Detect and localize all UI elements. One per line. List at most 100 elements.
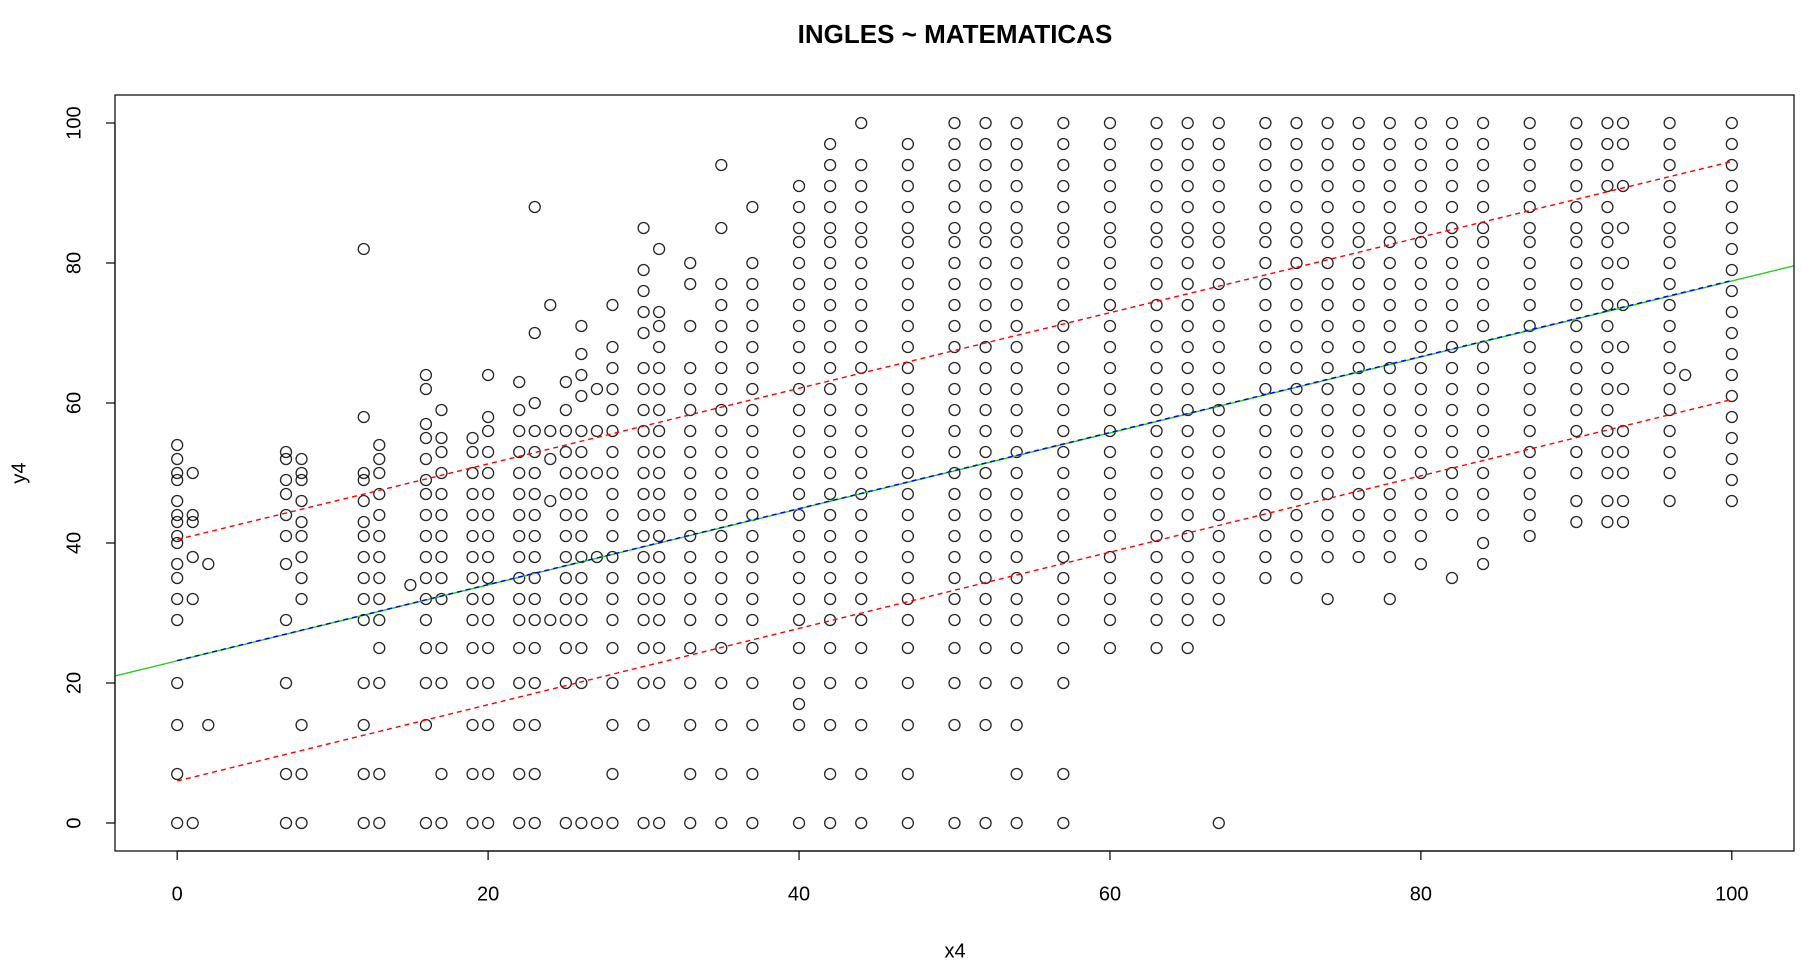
point: [1725, 305, 1738, 319]
point: [901, 613, 915, 627]
point: [1103, 382, 1117, 396]
point: [1616, 445, 1630, 459]
point: [481, 816, 495, 830]
point: [746, 676, 759, 690]
point: [1414, 529, 1428, 543]
point: [1181, 158, 1194, 172]
fit-line: [177, 160, 1732, 541]
fit-line: [177, 279, 1732, 662]
point: [684, 816, 697, 830]
point: [419, 382, 433, 396]
point: [419, 550, 433, 564]
point: [1663, 179, 1676, 193]
point: [1010, 298, 1023, 312]
point: [373, 438, 386, 452]
point: [1259, 424, 1272, 438]
point: [1445, 445, 1459, 459]
point: [637, 718, 650, 732]
point: [823, 641, 837, 655]
point: [1150, 137, 1163, 151]
point: [575, 816, 588, 830]
point: [1010, 718, 1023, 732]
fit-lines: [115, 160, 1794, 782]
point: [279, 676, 293, 690]
point: [948, 424, 961, 438]
point: [1181, 592, 1194, 606]
point: [419, 816, 433, 830]
point: [1321, 221, 1334, 235]
point: [855, 256, 868, 270]
point: [1352, 403, 1365, 417]
point: [481, 529, 495, 543]
point: [1523, 221, 1536, 235]
y-tick-label: 0: [63, 817, 85, 828]
point: [855, 221, 868, 235]
point: [715, 571, 728, 585]
point: [792, 221, 806, 235]
point: [684, 466, 697, 480]
point: [575, 466, 588, 480]
point: [357, 816, 370, 830]
point: [637, 424, 650, 438]
point: [901, 158, 915, 172]
point: [295, 473, 308, 487]
point: [171, 452, 184, 466]
point: [901, 221, 915, 235]
point: [1150, 116, 1163, 130]
point: [1103, 277, 1117, 291]
point: [1290, 319, 1303, 333]
point: [1181, 466, 1194, 480]
point: [901, 676, 915, 690]
point: [948, 277, 961, 291]
point: [1476, 403, 1490, 417]
point: [466, 767, 479, 781]
point: [606, 718, 619, 732]
point: [1259, 466, 1272, 480]
point: [746, 718, 759, 732]
point: [1383, 179, 1396, 193]
point: [1181, 571, 1194, 585]
point: [1383, 361, 1396, 375]
point: [186, 466, 199, 480]
point: [1414, 179, 1428, 193]
point: [823, 550, 837, 564]
point: [1352, 361, 1365, 375]
point: [652, 571, 666, 585]
point: [1321, 424, 1334, 438]
point: [466, 529, 479, 543]
point: [1259, 137, 1272, 151]
point: [1570, 515, 1583, 529]
point: [1663, 235, 1676, 249]
point: [637, 263, 650, 277]
point: [1414, 445, 1428, 459]
point: [1181, 179, 1194, 193]
point: [1414, 235, 1428, 249]
point: [1476, 137, 1490, 151]
point: [575, 347, 588, 361]
point: [1321, 116, 1334, 130]
point: [1352, 298, 1365, 312]
point: [559, 592, 572, 606]
point: [823, 571, 837, 585]
point: [1290, 361, 1303, 375]
point: [357, 473, 370, 487]
point: [1103, 487, 1117, 501]
point: [979, 361, 992, 375]
point: [1212, 340, 1225, 354]
point: [1523, 235, 1536, 249]
point: [1290, 424, 1303, 438]
point: [948, 529, 961, 543]
point: [528, 641, 541, 655]
point: [979, 550, 992, 564]
point: [1445, 361, 1459, 375]
point: [1057, 200, 1070, 214]
point: [1259, 340, 1272, 354]
point: [1414, 508, 1428, 522]
point: [823, 382, 837, 396]
point: [948, 641, 961, 655]
point: [684, 508, 697, 522]
x-tick-label: 80: [1410, 883, 1432, 905]
point: [1663, 361, 1676, 375]
point: [1150, 256, 1163, 270]
point: [1570, 361, 1583, 375]
